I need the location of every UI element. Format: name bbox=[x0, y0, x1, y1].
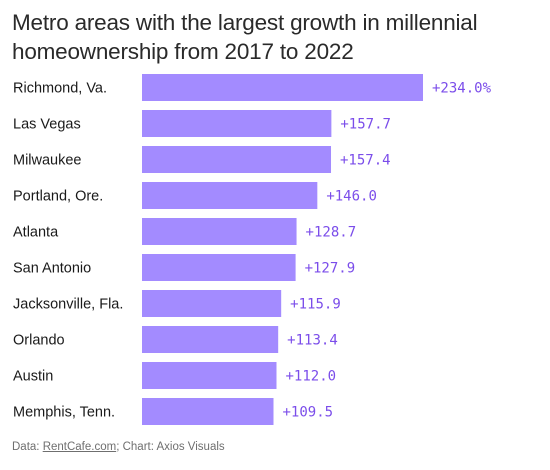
bar-milwaukee bbox=[142, 146, 332, 173]
footer-prefix: Data: bbox=[12, 441, 43, 453]
value-label-orlando: +113.4 bbox=[287, 333, 338, 349]
bar-jacksonville-fla bbox=[142, 290, 282, 317]
value-label-richmond-va: +234.0% bbox=[432, 81, 492, 97]
bar-memphis-tenn bbox=[142, 398, 274, 425]
category-label-austin: Austin bbox=[13, 369, 53, 385]
bar-las-vegas bbox=[142, 110, 332, 137]
bar-austin bbox=[142, 362, 277, 389]
category-label-richmond-va: Richmond, Va. bbox=[13, 81, 107, 97]
category-label-milwaukee: Milwaukee bbox=[13, 153, 82, 169]
chart-title: Metro areas with the largest growth in m… bbox=[12, 10, 478, 64]
value-label-portland-ore: +146.0 bbox=[326, 189, 377, 205]
value-label-jacksonville-fla: +115.9 bbox=[290, 297, 341, 313]
bars-layer: Richmond, Va. +234.0% Las Vegas +157.7 Milwa… bbox=[13, 74, 492, 425]
chart-footer: Data: RentCafe.com; Chart: Axios Visuals bbox=[12, 441, 225, 453]
bar-richmond-va bbox=[142, 74, 423, 101]
bar-san-antonio bbox=[142, 254, 296, 281]
bar-portland-ore bbox=[142, 182, 318, 209]
category-label-atlanta: Atlanta bbox=[13, 225, 59, 241]
category-label-jacksonville-fla: Jacksonville, Fla. bbox=[13, 297, 123, 313]
category-label-memphis-tenn: Memphis, Tenn. bbox=[13, 405, 115, 421]
category-label-orlando: Orlando bbox=[13, 333, 65, 349]
bar-orlando bbox=[142, 326, 279, 353]
value-label-memphis-tenn: +109.5 bbox=[282, 405, 333, 421]
value-label-austin: +112.0 bbox=[285, 369, 336, 385]
value-label-san-antonio: +127.9 bbox=[305, 261, 356, 277]
value-label-atlanta: +128.7 bbox=[306, 225, 357, 241]
value-label-las-vegas: +157.7 bbox=[340, 117, 391, 133]
bar-atlanta bbox=[142, 218, 297, 245]
footer-suffix: ; Chart: Axios Visuals bbox=[116, 441, 225, 453]
category-label-portland-ore: Portland, Ore. bbox=[13, 189, 103, 205]
category-label-las-vegas: Las Vegas bbox=[13, 117, 81, 133]
category-label-san-antonio: San Antonio bbox=[13, 261, 91, 277]
value-label-milwaukee: +157.4 bbox=[340, 153, 391, 169]
source-link[interactable]: RentCafe.com bbox=[42, 441, 117, 453]
